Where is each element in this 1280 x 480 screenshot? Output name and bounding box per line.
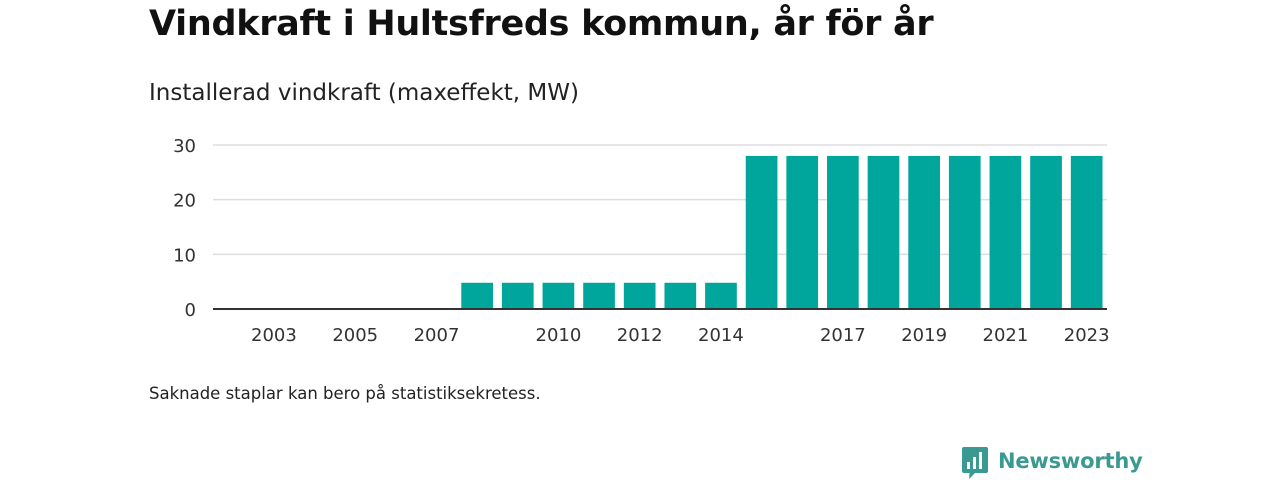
bar-2020 [948,155,981,309]
x-tick-label: 2007 [414,325,460,346]
x-tick-label: 2019 [901,325,947,346]
y-tick-label: 20 [173,191,196,212]
chart-title: Vindkraft i Hultsfreds kommun, år för år [149,4,934,44]
bar-2016 [786,155,819,309]
bar-2022 [1030,155,1062,309]
bar-2017 [827,155,859,309]
bar-2014 [705,282,737,309]
chart-subtitle: Installerad vindkraft (maxeffekt, MW) [149,80,579,106]
bar-2021 [989,155,1022,309]
bar-2012 [623,282,656,309]
bar-chart: 0 10 20 30 2003 2005 2007 2010 2012 2014 2017 2019 2… [173,136,1109,346]
footnote: Saknade staplar kan bero på statistiksek… [149,384,541,403]
newsworthy-logo-icon [962,447,988,479]
x-tick-label: 2023 [1064,325,1110,346]
x-tick-label: 2012 [617,325,663,346]
y-tick-label: 10 [173,245,196,266]
bar-2015 [745,155,778,309]
y-tick-label: 0 [185,300,196,321]
x-tick-label: 2005 [332,325,378,346]
bar-2008 [461,282,493,309]
bar-2019 [908,155,940,309]
y-tick-label: 30 [173,136,196,157]
x-tick-label: 2010 [536,325,582,346]
newsworthy-brand: Newsworthy [961,446,1143,480]
bar-2018 [867,155,900,309]
x-tick-label: 2014 [698,325,744,346]
bar-2011 [583,282,615,309]
x-tick-label: 2021 [983,325,1029,346]
x-tick-label: 2017 [820,325,866,346]
brand-name: Newsworthy [998,449,1143,473]
x-tick-label: 2003 [251,325,297,346]
tick-labels: 0 10 20 30 2003 2005 2007 2010 2012 2014 2017 2019 2… [173,136,1109,346]
bar-2010 [542,282,575,309]
bars [461,155,1103,309]
bar-2013 [664,282,697,309]
bar-2009 [501,282,534,309]
bar-2023 [1070,155,1103,309]
